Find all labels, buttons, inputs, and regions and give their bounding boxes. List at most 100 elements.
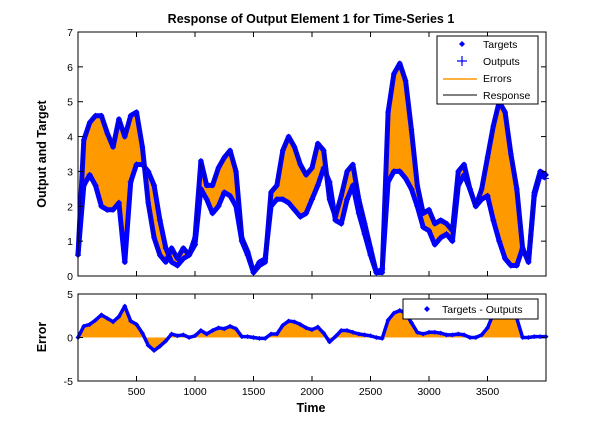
output-point <box>466 185 473 192</box>
error-point <box>455 331 461 337</box>
error-point <box>426 329 432 335</box>
error-point <box>262 335 268 341</box>
output-point <box>437 234 444 241</box>
output-point <box>326 178 333 185</box>
output-point <box>139 161 146 168</box>
target-point <box>168 245 175 252</box>
target-point <box>344 168 351 175</box>
output-point <box>151 182 158 189</box>
top-ytick-label: 0 <box>67 271 73 283</box>
output-point <box>127 178 134 185</box>
output-point <box>80 182 87 189</box>
target-point <box>309 164 315 171</box>
error-point <box>192 333 198 339</box>
target-point <box>355 196 362 203</box>
output-point <box>273 196 280 203</box>
target-point <box>104 130 111 137</box>
target-point <box>396 60 403 67</box>
output-point <box>174 262 181 269</box>
top-ytick-label: 3 <box>67 166 73 178</box>
target-point <box>431 220 438 227</box>
error-point <box>338 328 344 334</box>
target-point <box>145 199 152 206</box>
output-point <box>367 252 374 259</box>
output-point <box>186 252 193 259</box>
output-point <box>490 217 497 224</box>
output-point <box>209 210 216 217</box>
error-points <box>75 298 549 354</box>
target-point <box>314 140 321 147</box>
target-point <box>244 248 251 255</box>
top-axes: 0 1 2 3 4 5 6 7 <box>67 27 547 283</box>
error-point <box>344 328 350 334</box>
error-point <box>391 310 397 316</box>
target-point <box>192 234 198 241</box>
output-point <box>449 238 456 245</box>
target-point <box>455 168 462 175</box>
top-ylabel: Output and Target <box>35 99 49 207</box>
output-point <box>355 210 362 217</box>
target-point <box>426 206 432 213</box>
error-point <box>139 330 145 336</box>
error-point <box>531 334 537 340</box>
error-point <box>297 321 303 327</box>
error-point <box>81 323 87 329</box>
output-point <box>531 192 538 199</box>
target-point <box>209 182 216 189</box>
error-point <box>286 318 292 324</box>
error-point <box>116 314 122 320</box>
error-point <box>485 325 490 331</box>
error-point <box>174 333 180 339</box>
top-legend: Targets Outputs Errors Response <box>436 35 539 105</box>
chart-title: Response of Output Element 1 for Time-Se… <box>168 12 455 26</box>
target-point <box>215 164 222 171</box>
output-point <box>203 196 210 203</box>
error-point <box>256 335 262 341</box>
error-point <box>321 330 327 336</box>
target-point <box>414 182 421 189</box>
top-legend-box <box>436 35 539 105</box>
output-point <box>309 196 315 203</box>
error-point <box>280 322 286 328</box>
error-point <box>233 326 239 332</box>
target-point <box>227 147 234 154</box>
target-point <box>507 151 514 157</box>
target-point <box>502 109 509 116</box>
error-point <box>274 331 280 337</box>
output-point <box>238 238 245 245</box>
output-point <box>145 168 152 175</box>
top-ytick-label: 2 <box>67 201 73 213</box>
error-point <box>303 325 309 331</box>
error-point <box>145 342 151 348</box>
target-point <box>180 245 187 252</box>
error-point <box>332 334 338 340</box>
error-point <box>198 328 204 334</box>
output-point <box>513 262 520 269</box>
target-point <box>279 147 286 154</box>
top-ytick-label: 7 <box>67 27 73 39</box>
target-point <box>408 126 415 133</box>
error-point <box>420 331 426 337</box>
error-point <box>397 308 403 314</box>
top-ytick-label: 6 <box>67 62 73 74</box>
legend-targets-marker <box>459 41 465 47</box>
target-point <box>443 220 450 227</box>
legend-diff-marker <box>424 306 430 312</box>
target-point <box>297 161 304 168</box>
bottom-ytick-label: 0 <box>67 333 73 345</box>
output-point <box>303 210 310 217</box>
target-point <box>420 210 427 217</box>
error-point <box>315 324 321 330</box>
target-point <box>162 259 169 266</box>
error-point <box>98 312 104 318</box>
error-point <box>169 331 175 337</box>
error-point <box>461 332 467 338</box>
output-point <box>455 182 462 189</box>
error-point <box>93 317 99 323</box>
output-point <box>314 182 321 189</box>
target-point <box>232 168 239 175</box>
target-point <box>221 154 228 161</box>
target-point <box>115 116 122 123</box>
output-point <box>408 185 415 192</box>
